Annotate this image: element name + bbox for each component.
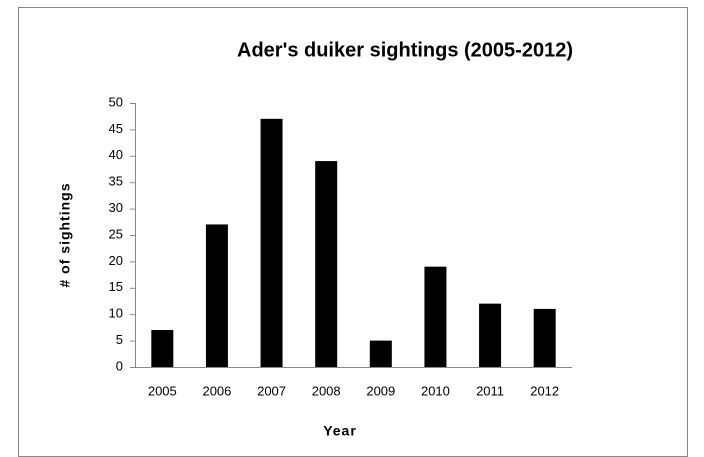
bar [424,266,447,367]
x-tick-label: 2010 [421,383,450,398]
y-tick-label: 10 [109,306,123,321]
y-tick-label: 20 [109,253,123,268]
bar [205,224,228,367]
bar [315,161,338,367]
x-axis-label: Year [323,423,357,439]
y-tick-label: 25 [109,226,123,241]
bar [479,303,502,367]
bar [151,330,174,367]
x-tick-label: 2006 [202,383,231,398]
y-tick-label: 45 [109,121,123,136]
x-tick-label: 2012 [530,383,559,398]
y-tick-label: 50 [109,94,123,109]
y-axis-label: # of sightings [57,183,73,288]
y-tick-label: 0 [116,358,123,373]
bar [533,308,556,367]
x-tick-label: 2009 [366,383,395,398]
x-tick-label: 2005 [148,383,177,398]
y-tick-label: 30 [109,200,123,215]
x-tick-label: 2011 [476,383,504,398]
y-tick-label: 5 [116,332,123,347]
bar [369,340,392,367]
chart-border [18,7,688,457]
y-tick-label: 35 [109,174,123,189]
chart-title: Ader's duiker sightings (2005-2012) [237,39,573,61]
x-tick-label: 2007 [257,383,286,398]
x-tick-label: 2008 [312,383,341,398]
bar [260,118,283,367]
y-tick-label: 40 [109,147,123,162]
y-tick-label: 15 [109,279,123,294]
